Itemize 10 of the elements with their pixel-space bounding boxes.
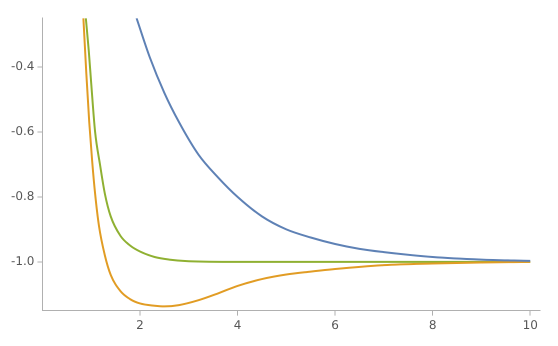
- y-tick-label: -0.6: [10, 124, 34, 138]
- x-tick-label: 2: [136, 318, 144, 332]
- x-tick-label: 8: [428, 318, 436, 332]
- y-tick-label: -0.4: [10, 59, 34, 74]
- x-tick-label: 4: [234, 318, 242, 332]
- x-tick-label: 6: [331, 318, 339, 332]
- y-tick-label: -1.0: [10, 254, 34, 268]
- x-tick-label: 10: [522, 318, 538, 332]
- y-tick-label: -0.8: [10, 189, 34, 204]
- line-series: [82, 18, 532, 308]
